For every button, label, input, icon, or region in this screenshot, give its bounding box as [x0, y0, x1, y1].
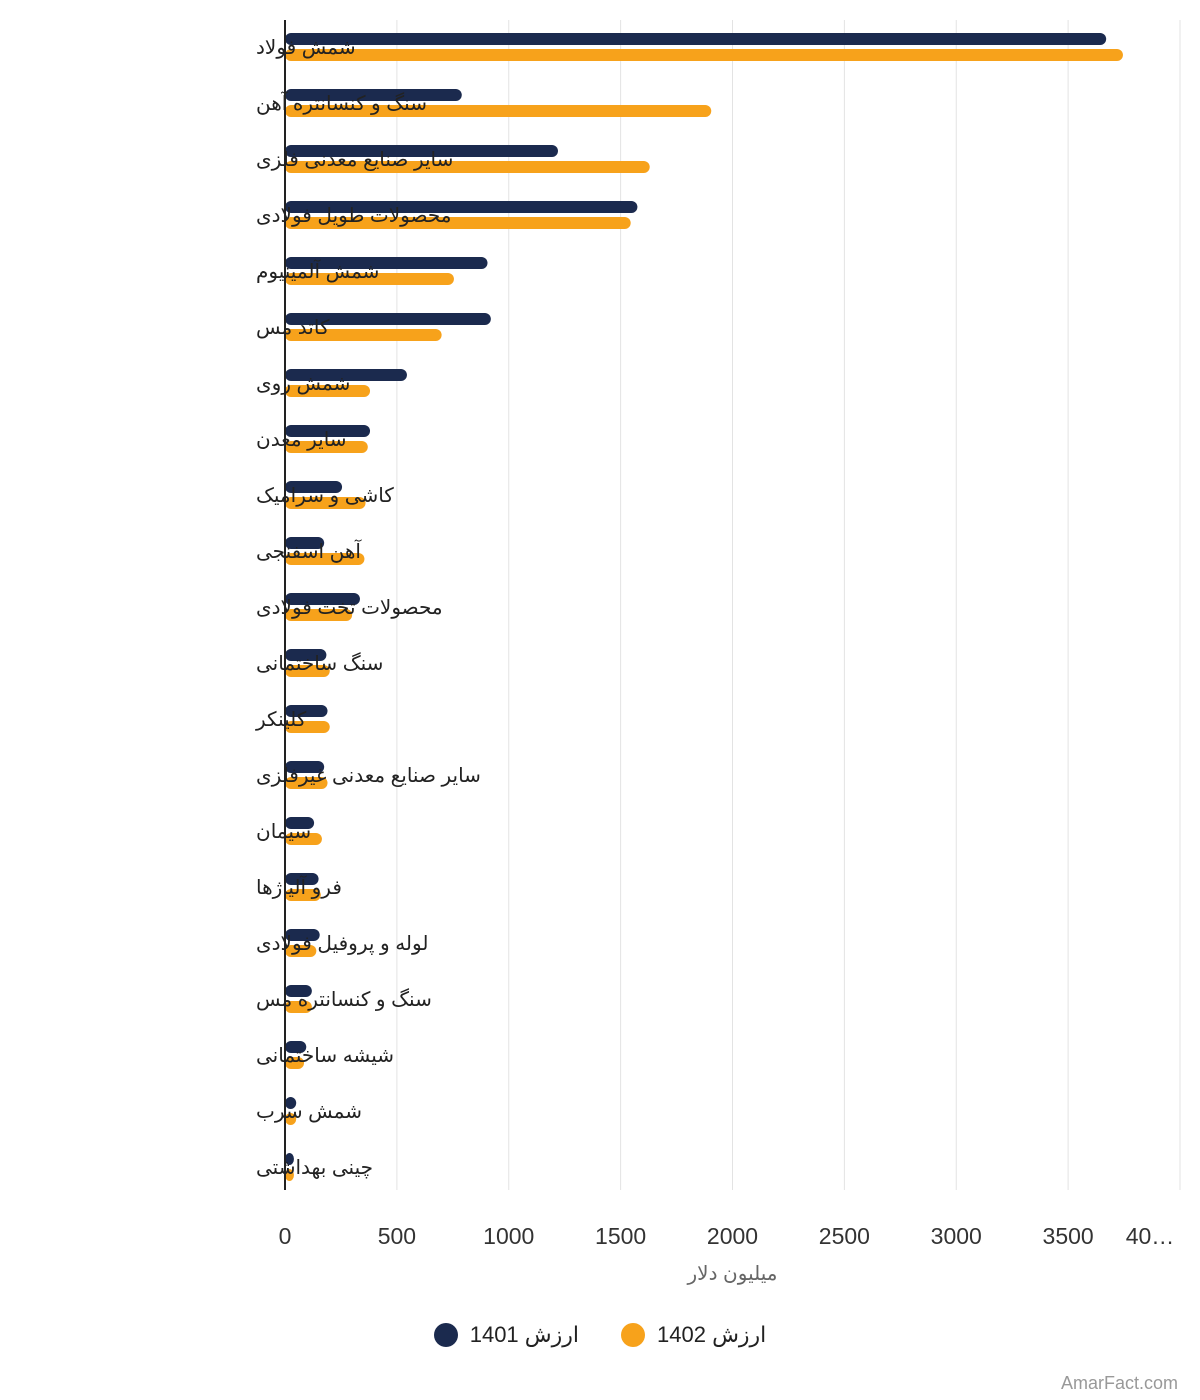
category-label: کلینکر: [255, 709, 307, 731]
bar-1402[interactable]: [285, 329, 442, 341]
x-tick-label: 2500: [819, 1223, 870, 1249]
bar-1402[interactable]: [285, 889, 321, 901]
x-tick-label: 500: [378, 1223, 416, 1249]
category-label: محصولات تخت فولادی: [256, 597, 443, 619]
category-label: فرو آلیاژها: [256, 874, 342, 899]
bar-1401[interactable]: [285, 593, 360, 605]
legend-swatch-1401: [433, 1323, 458, 1347]
bar-1401[interactable]: [285, 873, 319, 885]
category-label: شیشه ساختمانی: [256, 1045, 394, 1067]
bar-1402[interactable]: [285, 441, 368, 453]
category-label: سنگ ساختمانی: [256, 651, 383, 675]
category-label: سایر صنایع معدنی فلزی: [256, 149, 453, 171]
bar-1402[interactable]: [285, 609, 353, 621]
x-axis-title: میلیون دلار: [687, 1263, 778, 1285]
bar-1402[interactable]: [285, 665, 330, 677]
bar-1402[interactable]: [285, 1057, 305, 1069]
bar-1402[interactable]: [285, 161, 650, 173]
bar-1401[interactable]: [285, 481, 343, 493]
bar-1402[interactable]: [285, 273, 454, 285]
x-tick-label: 3000: [931, 1223, 982, 1249]
bar-1401[interactable]: [285, 817, 315, 829]
x-tick-labels: 0 500 1000 1500 2000 2500 3000 3500 40…: [279, 1223, 1175, 1249]
category-label: سنگ و کنسانتره آهن: [256, 90, 427, 115]
x-tick-label: 40…: [1126, 1223, 1175, 1249]
bar-1402[interactable]: [285, 1169, 294, 1181]
bar-1401[interactable]: [285, 369, 407, 381]
category-label: سایر معدن: [256, 429, 347, 451]
bar-1401[interactable]: [285, 649, 327, 661]
category-label: سایر صنایع معدنی غیرفلزی: [256, 765, 481, 787]
bar-1401[interactable]: [285, 929, 320, 941]
x-tick-label: 2000: [707, 1223, 758, 1249]
bar-1401[interactable]: [285, 705, 328, 717]
x-tick-label: 0: [279, 1223, 292, 1249]
bar-1402[interactable]: [285, 497, 366, 509]
category-label: لوله و پروفیل فولادی: [256, 933, 428, 956]
legend: ارزش 1401 ارزش 1402: [0, 1322, 1200, 1348]
bar-1401[interactable]: [285, 985, 312, 997]
category-label: محصولات طویل فولادی: [256, 205, 451, 227]
legend-swatch-1402: [621, 1323, 645, 1347]
bar-1402[interactable]: [285, 1001, 312, 1013]
bar-1402[interactable]: [285, 1113, 297, 1125]
bar-1402[interactable]: [285, 49, 1123, 61]
bar-1401[interactable]: [285, 89, 462, 101]
legend-label-1401: ارزش 1401: [469, 1322, 579, 1347]
legend-item-1402[interactable]: ارزش 1402: [621, 1322, 766, 1348]
category-label: شمش آلمینیوم: [256, 258, 379, 283]
bar-1402[interactable]: [285, 777, 328, 789]
category-label: کاتد مس: [256, 317, 330, 339]
category-label: شمش روی: [256, 373, 350, 395]
bar-1401[interactable]: [285, 537, 325, 549]
bar-1402[interactable]: [285, 553, 365, 565]
category-label: شمش فولاد: [256, 37, 356, 59]
bar-1401[interactable]: [285, 257, 488, 269]
category-label: شمش سرب: [256, 1101, 362, 1123]
bar-1401[interactable]: [285, 201, 638, 213]
category-label: کاشی و سرامیک: [256, 485, 394, 507]
bar-1402[interactable]: [285, 833, 322, 845]
x-tick-label: 1000: [483, 1223, 534, 1249]
bar-1402[interactable]: [285, 945, 317, 957]
bars: [285, 33, 1123, 1181]
x-tick-label: 1500: [595, 1223, 646, 1249]
category-label: آهن اسفنجی: [256, 538, 362, 563]
gridlines: [396, 20, 1181, 1190]
watermark: AmarFact.com: [1060, 1373, 1178, 1393]
bar-1401[interactable]: [285, 33, 1107, 45]
bar-1402[interactable]: [285, 217, 631, 229]
bar-1402[interactable]: [285, 721, 330, 733]
legend-item-1401[interactable]: ارزش 1401: [433, 1322, 579, 1348]
bar-1401[interactable]: [285, 1153, 294, 1165]
category-label: سنگ و کنسانتره مس: [256, 987, 432, 1011]
bar-1401[interactable]: [285, 1097, 297, 1109]
bar-1401[interactable]: [285, 145, 558, 157]
bar-1401[interactable]: [285, 313, 491, 325]
category-label: سیمان: [256, 821, 311, 843]
category-labels: شمش فولاد سنگ و کنسانتره آهن سایر صنایع مع…: [255, 37, 481, 1179]
bar-1401[interactable]: [285, 761, 325, 773]
legend-label-1402: ارزش 1402: [657, 1322, 767, 1347]
bar-1402[interactable]: [285, 105, 712, 117]
category-label: چینی بهداشتی: [256, 1157, 373, 1179]
bar-1401[interactable]: [285, 1041, 307, 1053]
bar-1401[interactable]: [285, 425, 371, 437]
x-tick-label: 3500: [1043, 1223, 1094, 1249]
bar-1402[interactable]: [285, 385, 371, 397]
